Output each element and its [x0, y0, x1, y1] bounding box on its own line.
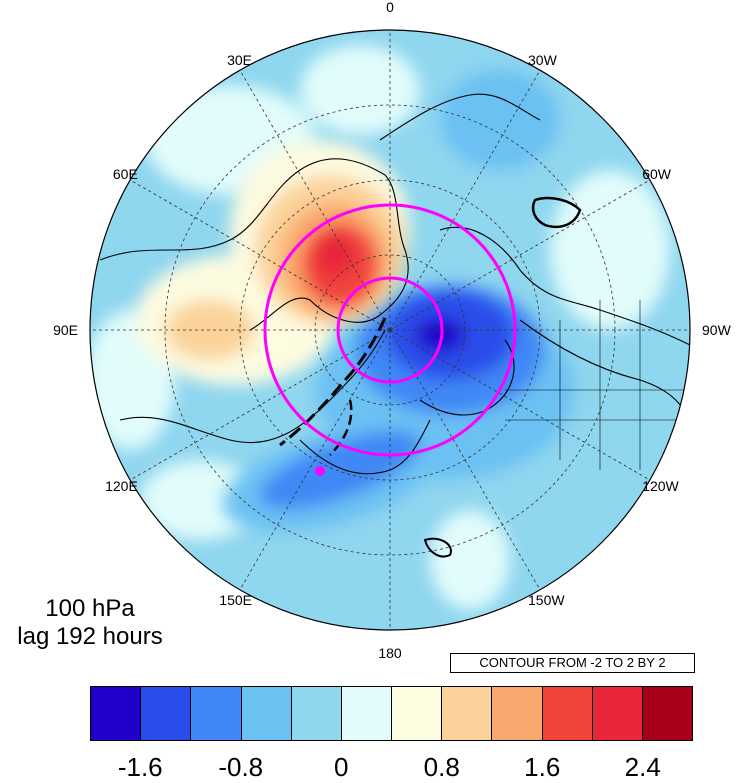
- colorbar-tick-label: -1.6: [117, 752, 163, 782]
- meridian-line: [129, 179, 391, 331]
- colorbar-swatch: [241, 687, 292, 740]
- colorbar-tick-label: 2.4: [624, 752, 661, 782]
- longitude-label: 60E: [113, 166, 138, 182]
- meridian-line: [129, 329, 391, 481]
- level-label: 100 hPa: [45, 595, 135, 622]
- colorbar-swatch: [91, 687, 142, 740]
- lag-label: lag 192 hours: [17, 623, 163, 650]
- longitude-label: 150E: [219, 592, 252, 608]
- negative-contour: [329, 399, 353, 456]
- location-marker: [315, 466, 325, 476]
- longitude-label: 120W: [642, 478, 679, 494]
- colorbar-swatch: [141, 687, 192, 740]
- positive-anomaly-region: [135, 140, 410, 385]
- longitude-label: 90E: [53, 322, 78, 338]
- inner-ring: [336, 276, 444, 384]
- colorbar-swatch: [191, 687, 242, 740]
- longitude-label: 150W: [528, 592, 565, 608]
- colorbar-swatch: [592, 687, 643, 740]
- colorbar-swatch: [542, 687, 593, 740]
- graticule: [90, 30, 690, 630]
- longitude-label: 30E: [227, 52, 252, 68]
- longitude-labels: 0 30W 60W 90W 120W 150W 180 150E 120E 90E 60E 30E: [53, 0, 731, 661]
- longitude-label: 180: [378, 645, 402, 661]
- colorbar-tick-label: 1.6: [524, 752, 561, 782]
- longitude-label: 120E: [105, 478, 138, 494]
- colorbar: [90, 686, 693, 741]
- colorbar-swatch: [341, 687, 393, 740]
- colorbar-tick-label: 0.8: [423, 752, 460, 782]
- contour-info: CONTOUR FROM -2 TO 2 BY 2: [450, 653, 695, 673]
- colorbar-swatch: [492, 687, 543, 740]
- longitude-label: 30W: [528, 52, 558, 68]
- map-border: [89, 29, 691, 631]
- meridian-line: [389, 329, 541, 591]
- colorbar-tick-label: -0.8: [218, 752, 264, 782]
- colorbar-swatch: [291, 687, 342, 740]
- longitude-label: 90W: [702, 322, 732, 338]
- meridian-line: [239, 69, 391, 331]
- colorbar-swatch: [392, 687, 443, 740]
- anomaly-field: [90, 30, 690, 630]
- meridian-line: [389, 329, 651, 481]
- outer-ring: [263, 203, 517, 457]
- meridian-line: [389, 179, 651, 331]
- meridian-line: [389, 69, 541, 331]
- longitude-label: 0: [386, 0, 394, 15]
- colorbar-swatch: [642, 687, 693, 740]
- longitude-label: 60W: [642, 166, 672, 182]
- colorbar-tick-label: 0: [334, 752, 349, 782]
- meridian-line: [239, 329, 391, 591]
- colorbar-swatch: [442, 687, 493, 740]
